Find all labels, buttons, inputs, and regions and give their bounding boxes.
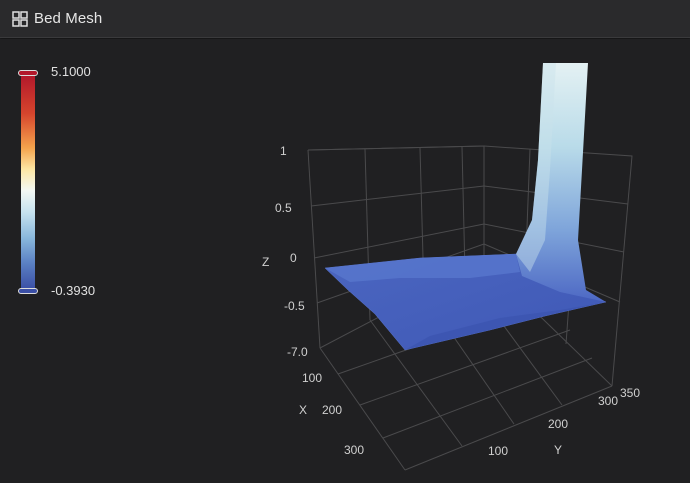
color-scale-gradient <box>21 75 35 289</box>
color-scale-max-label: 5.1000 <box>51 64 91 79</box>
y-tick: 100 <box>488 444 508 458</box>
z-axis: Z 1 0.5 0 -0.5 -7.0 <box>262 144 308 359</box>
card-title: Bed Mesh <box>34 10 103 27</box>
z-tick: 1 <box>280 144 287 158</box>
z-tick: -7.0 <box>287 345 308 359</box>
x-tick: 300 <box>344 443 364 457</box>
z-axis-label: Z <box>262 255 269 269</box>
x-tick: 100 <box>302 371 322 385</box>
x-tick: 200 <box>322 403 342 417</box>
color-scale-min-handle[interactable] <box>18 288 38 294</box>
y-tick: 300 <box>598 394 618 408</box>
card-header: Bed Mesh <box>0 0 690 38</box>
y-axis-label: Y <box>554 443 562 457</box>
color-scale-min-label: -0.3930 <box>51 283 96 298</box>
grid-icon <box>12 10 28 27</box>
x-axis-label: X <box>299 403 307 417</box>
y-axis: Y 100 200 300 350 <box>488 386 640 458</box>
z-tick: -0.5 <box>284 299 305 313</box>
color-scale-bar[interactable] <box>18 70 38 294</box>
mesh-surface <box>324 63 607 351</box>
y-tick: 200 <box>548 417 568 431</box>
z-tick: 0.5 <box>275 201 292 215</box>
x-axis: X 100 200 300 <box>299 371 364 457</box>
z-tick: 0 <box>290 251 297 265</box>
y-tick: 350 <box>620 386 640 400</box>
color-scale-max-handle[interactable] <box>18 70 38 76</box>
